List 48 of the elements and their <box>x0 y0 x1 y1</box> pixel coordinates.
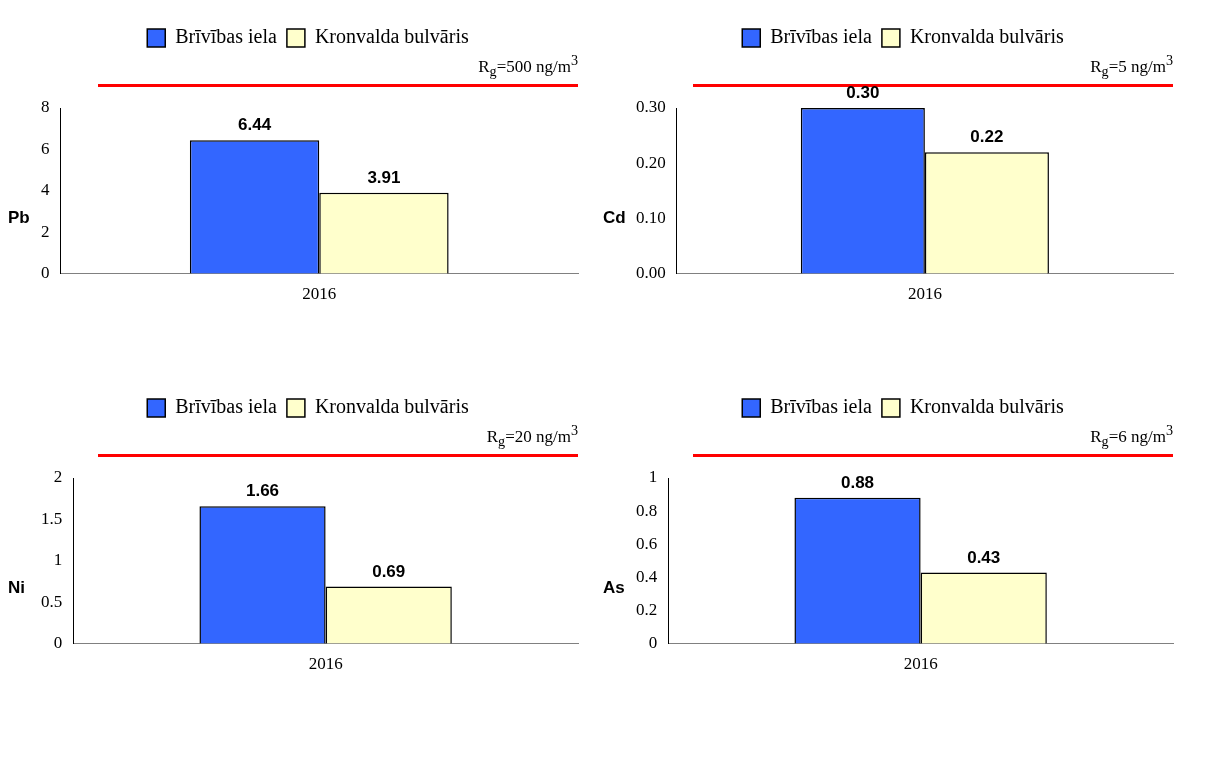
x-tick-label: 2016 <box>903 654 938 674</box>
y-tick-label: 1 <box>53 550 63 570</box>
text: R$_{g}$=20 ng/m$^{3}$ <box>486 422 578 451</box>
y-tick-label: 0.8 <box>636 500 658 520</box>
y-tick-label: 0 <box>53 633 63 653</box>
y-tick-label: 0.20 <box>636 152 666 172</box>
data-label: 0.69 <box>372 561 406 581</box>
y-tick-label: 1 <box>648 467 658 487</box>
y-tick-label: 1.5 <box>41 508 63 528</box>
y-tick-label: 0 <box>648 633 658 653</box>
y-tick-label: 0.2 <box>636 599 658 619</box>
data-label: 3.91 <box>367 167 401 187</box>
y-axis-title: Ni <box>8 578 25 598</box>
x-tick-label: 2016 <box>308 654 343 674</box>
y-tick-label: 0.30 <box>636 97 666 117</box>
legend-label: Kronvalda bulvāris <box>909 395 1064 418</box>
y-tick-label: 8 <box>41 97 50 117</box>
legend-label: Brīvības iela <box>175 395 278 418</box>
data-label: 1.66 <box>245 481 280 501</box>
legend-label: Brīvības iela <box>770 25 873 48</box>
data-label: 0.22 <box>970 127 1004 147</box>
x-tick-label: 2016 <box>302 284 337 304</box>
data-label: 0.43 <box>967 547 1001 567</box>
text: R$_{g}$=6 ng/m$^{3}$ <box>1090 422 1173 451</box>
y-tick-label: 0.10 <box>636 207 666 227</box>
data-label: 6.44 <box>238 115 272 135</box>
y-axis-title: Pb <box>8 208 30 228</box>
x-tick-label: 2016 <box>907 284 942 304</box>
y-tick-label: 4 <box>41 180 50 200</box>
y-tick-label: 0.6 <box>636 533 658 553</box>
y-tick-label: 2 <box>53 467 63 487</box>
data-label: 0.88 <box>840 473 875 493</box>
y-axis-title: Cd <box>603 208 626 228</box>
y-tick-label: 0.5 <box>41 591 63 611</box>
legend-label: Kronvalda bulvāris <box>909 25 1064 48</box>
legend-label: Kronvalda bulvāris <box>314 395 469 418</box>
data-label: 0.30 <box>846 83 880 103</box>
y-axis-title: As <box>603 578 625 598</box>
text: R$_{g}$=5 ng/m$^{3}$ <box>1090 52 1173 81</box>
y-tick-label: 0.4 <box>636 566 658 586</box>
y-tick-label: 0.00 <box>636 263 666 283</box>
text: R$_{g}$=500 ng/m$^{3}$ <box>478 52 578 81</box>
legend-label: Kronvalda bulvāris <box>314 25 469 48</box>
y-tick-label: 0 <box>41 263 50 283</box>
legend-label: Brīvības iela <box>770 395 873 418</box>
y-tick-label: 6 <box>41 138 50 158</box>
y-tick-label: 2 <box>41 221 50 241</box>
legend-label: Brīvības iela <box>175 25 278 48</box>
